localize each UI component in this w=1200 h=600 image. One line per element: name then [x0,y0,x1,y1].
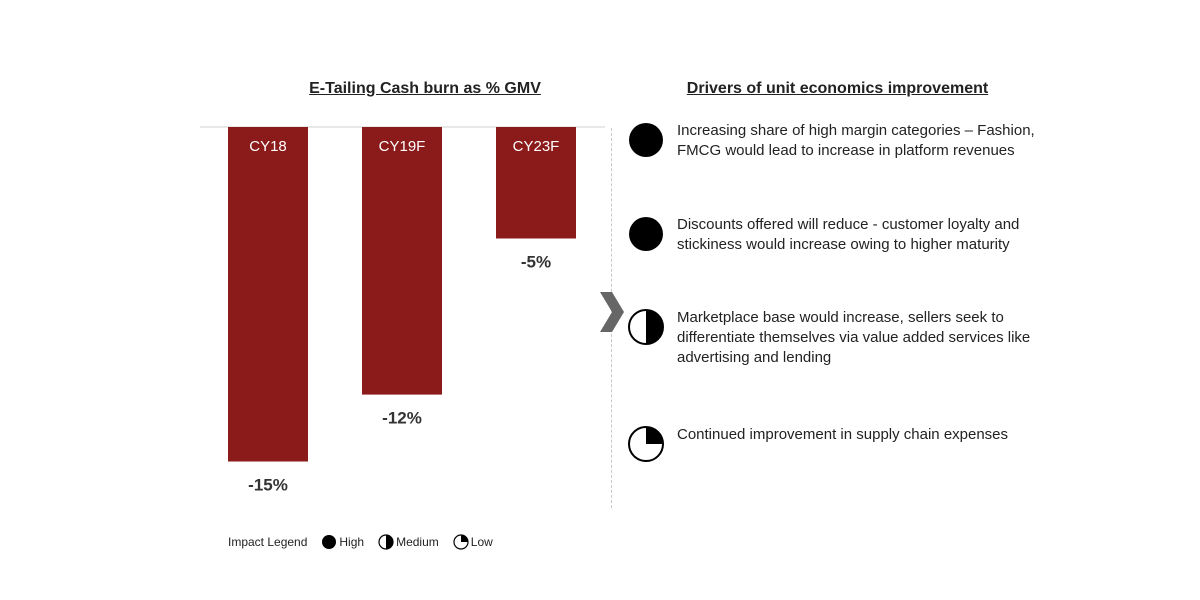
impact-legend: Impact Legend High Medium Low [228,534,493,550]
quarter-circle-icon [453,534,469,550]
driver-item: Discounts offered will reduce - customer… [627,215,1047,255]
legend-item-medium: Medium [378,534,439,550]
quarter-circle-icon [627,425,665,463]
driver-text: Increasing share of high margin categori… [677,122,1035,159]
full-circle-icon [627,121,665,159]
legend-low-label: Low [470,535,493,549]
full-circle-icon [322,535,337,549]
driver-item: Marketplace base would increase, sellers… [627,308,1047,368]
data-label: -5% [521,253,551,272]
half-circle-icon [378,534,394,550]
chart-title: E-Tailing Cash burn as % GMV [309,80,541,97]
category-label: CY23F [513,138,560,155]
legend-high-label: High [339,535,365,549]
category-label: CY18 [249,138,287,155]
driver-item: Continued improvement in supply chain ex… [627,425,1047,463]
legend-medium-label: Medium [396,535,439,549]
half-circle-icon [627,308,665,346]
chevron-right-icon [596,288,626,341]
legend-label: Impact Legend [228,535,308,549]
bar-cy19f [362,127,442,395]
driver-text: Discounts offered will reduce - customer… [677,216,1020,253]
category-label: CY19F [379,138,426,155]
drivers-title: Drivers of unit economics improvement [686,80,989,97]
data-label: -12% [382,409,422,428]
bar-chart: CY18 -15% CY19F -12% CY23F -5% [200,126,605,495]
bar-cy18 [228,127,308,462]
legend-item-high: High [321,534,364,550]
full-circle-icon [627,215,665,253]
bar-cy23f [496,127,576,239]
data-label: -15% [248,476,288,495]
driver-item: Increasing share of high margin categori… [627,121,1047,161]
legend-item-low: Low [453,534,493,550]
driver-text: Marketplace base would increase, sellers… [677,309,1031,366]
driver-text: Continued improvement in supply chain ex… [677,426,1009,443]
